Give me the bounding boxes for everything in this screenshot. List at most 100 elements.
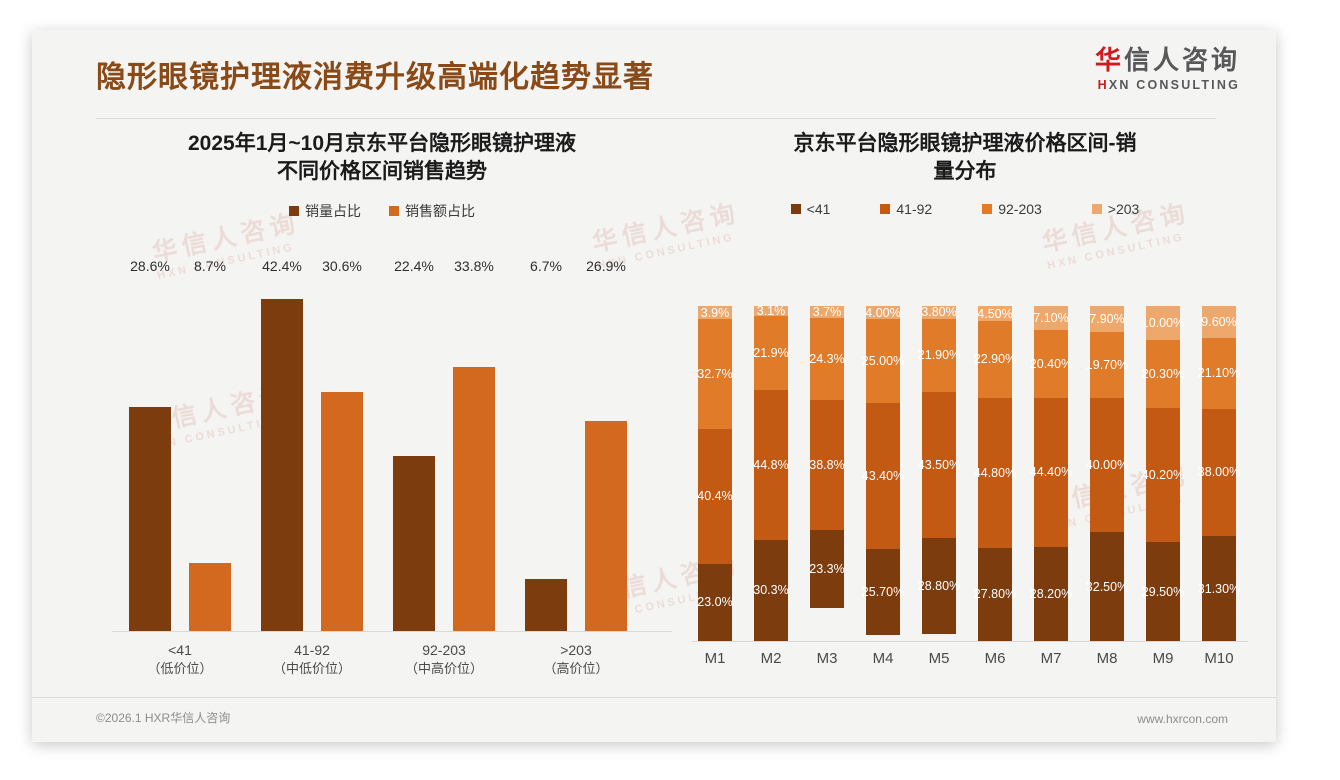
bar[interactable]: 8.7% xyxy=(189,258,231,631)
legend-swatch-icon xyxy=(289,205,299,216)
chart-title-right: 京东平台隐形眼镜护理液价格区间-销 量分布 xyxy=(680,130,1250,187)
stacked-segment[interactable]: 25.00% xyxy=(862,319,904,404)
logo-chinese: 华信人咨询 xyxy=(1095,46,1240,75)
stacked-bar: 9.60% 21.10% 38.00% 31.30% M10 xyxy=(1198,306,1240,667)
bar[interactable]: 42.4% xyxy=(261,258,303,631)
segment-value-label: 40.00% xyxy=(1085,458,1129,473)
segment-value-label: 29.50% xyxy=(1141,584,1185,599)
chart-title-left-line1: 2025年1月~10月京东平台隐形眼镜护理液 xyxy=(187,132,577,155)
x-axis-line xyxy=(692,641,1248,642)
stacked-segment[interactable]: 3.1% xyxy=(754,304,788,318)
stacked-segment[interactable]: 40.4% xyxy=(697,428,733,564)
x-tick-sub: （中高价位） xyxy=(404,661,483,677)
stacked-segment[interactable]: 44.40% xyxy=(1030,398,1072,547)
stacked-segment[interactable]: 25.70% xyxy=(862,548,904,635)
chart-title-right-line1: 京东平台隐形眼镜护理液价格区间-销 xyxy=(793,132,1137,155)
legend-item-band-92-203[interactable]: 92-203 xyxy=(982,201,1042,217)
bar[interactable]: 22.4% xyxy=(393,258,435,631)
x-axis-tick-label: M6 xyxy=(984,650,1006,667)
legend-item-band-lt41[interactable]: <41 xyxy=(790,201,830,217)
x-tick-sub: （中低价位） xyxy=(272,661,351,677)
stacked-segment[interactable]: 30.3% xyxy=(753,539,789,641)
legend-label: 销量占比 xyxy=(305,202,361,219)
stacked-segment[interactable]: 23.0% xyxy=(697,563,733,641)
bar[interactable]: 33.8% xyxy=(453,258,495,631)
segment-value-label: 4.00% xyxy=(865,305,901,320)
x-axis-tick-label: M7 xyxy=(1040,650,1062,667)
legend-item-sales-amount[interactable]: 销售额占比 xyxy=(389,201,475,221)
bar[interactable]: 30.6% xyxy=(321,258,363,631)
stacked-segment[interactable]: 31.30% xyxy=(1198,536,1240,641)
stacked-segment[interactable]: 21.10% xyxy=(1198,338,1240,409)
legend-label: 41-92 xyxy=(896,200,933,217)
legend-item-band-gt203[interactable]: >203 xyxy=(1091,201,1139,217)
bar[interactable]: 6.7% xyxy=(525,258,567,631)
stacked-segment[interactable]: 28.20% xyxy=(1030,546,1072,641)
stacked-segment[interactable]: 3.7% xyxy=(810,305,844,319)
bar[interactable]: 28.6% xyxy=(129,258,171,631)
stacked-segment[interactable]: 4.00% xyxy=(865,305,901,320)
grouped-bar-plot: 28.6% 8.7% <41 （低价位） 42.4% 30.6% 41-92 （中低价位） 22… xyxy=(102,258,672,680)
stacked-segment[interactable]: 22.90% xyxy=(974,321,1016,398)
footer-divider xyxy=(32,697,1276,698)
stacked-segment[interactable]: 29.50% xyxy=(1142,542,1184,641)
stacked-segment[interactable]: 3.9% xyxy=(698,305,732,320)
x-axis-tick-label: >203 （高价位） xyxy=(516,640,636,679)
legend-item-sales-volume[interactable]: 销量占比 xyxy=(289,201,361,221)
segment-value-label: 7.10% xyxy=(1033,310,1069,325)
stacked-segment[interactable]: 20.30% xyxy=(1142,339,1184,408)
stacked-segment[interactable]: 9.60% xyxy=(1201,306,1237,339)
stacked-segment[interactable]: 38.8% xyxy=(809,399,845,530)
stacked-segment[interactable]: 19.70% xyxy=(1086,332,1128,399)
segment-value-label: 23.3% xyxy=(809,561,845,576)
stacked-segment[interactable]: 43.50% xyxy=(918,392,960,538)
stacked-segment[interactable]: 40.20% xyxy=(1142,407,1184,543)
segment-value-label: 4.50% xyxy=(977,306,1013,321)
x-axis-tick-label: M9 xyxy=(1152,650,1174,667)
stacked-segment[interactable]: 23.3% xyxy=(809,529,845,608)
stacked-segment[interactable]: 21.90% xyxy=(918,318,960,393)
legend-swatch-icon xyxy=(982,203,993,214)
stacked-segment[interactable]: 28.80% xyxy=(918,537,960,635)
stacked-segment[interactable]: 20.40% xyxy=(1030,329,1072,399)
segment-value-label: 44.40% xyxy=(1029,465,1073,480)
chart-panel-grouped-bar: 2025年1月~10月京东平台隐形眼镜护理液 不同价格区间销售趋势 销量占比 销… xyxy=(92,130,672,710)
legend-right: <41 41-92 92-203 >203 xyxy=(680,201,1250,217)
bar-value-label: 22.4% xyxy=(394,258,434,274)
stacked-segment[interactable]: 10.00% xyxy=(1142,306,1184,340)
segment-value-label: 7.90% xyxy=(1089,312,1125,327)
stacked-segment[interactable]: 7.10% xyxy=(1033,306,1069,330)
x-tick-sub: （高价位） xyxy=(543,661,609,677)
bar-value-label: 30.6% xyxy=(322,258,362,274)
chart-title-right-line2: 量分布 xyxy=(933,160,997,184)
stacked-segment[interactable]: 44.8% xyxy=(753,389,789,540)
stacked-segment[interactable]: 24.3% xyxy=(809,318,845,400)
x-axis-tick-label: M4 xyxy=(872,650,894,667)
stacked-segment[interactable]: 4.50% xyxy=(977,306,1013,322)
bar-group: 6.7% 26.9% >203 （高价位） xyxy=(516,258,636,676)
x-axis-tick-label: M3 xyxy=(816,650,838,667)
stacked-bar: 3.80% 21.90% 43.50% 28.80% M5 xyxy=(918,305,960,667)
segment-value-label: 3.9% xyxy=(700,305,730,320)
segment-value-label: 23.0% xyxy=(697,595,733,610)
segment-value-label: 32.50% xyxy=(1085,579,1129,594)
stacked-segment[interactable]: 43.40% xyxy=(862,403,904,549)
bar[interactable]: 26.9% xyxy=(585,258,627,631)
legend-item-band-41-92[interactable]: 41-92 xyxy=(880,201,932,217)
stacked-segment[interactable]: 44.80% xyxy=(974,397,1016,548)
x-axis-tick-label: M5 xyxy=(928,650,950,667)
stacked-segment[interactable]: 7.90% xyxy=(1089,306,1125,333)
logo-english: HXN CONSULTING xyxy=(1095,78,1240,92)
stacked-segment[interactable]: 27.80% xyxy=(974,547,1016,641)
stacked-bar: 3.9% 32.7% 40.4% 23.0% M1 xyxy=(697,305,733,667)
stacked-segment[interactable]: 3.80% xyxy=(921,305,956,319)
segment-value-label: 32.7% xyxy=(697,366,733,381)
legend-swatch-icon xyxy=(790,203,801,214)
stacked-segment[interactable]: 21.9% xyxy=(753,316,789,390)
stacked-segment[interactable]: 38.00% xyxy=(1198,408,1240,537)
logo-en-accent: H xyxy=(1097,77,1109,92)
bar-wrapper: 30.6% xyxy=(321,258,363,631)
stacked-segment[interactable]: 32.50% xyxy=(1086,532,1128,641)
stacked-segment[interactable]: 40.00% xyxy=(1086,398,1128,533)
stacked-segment[interactable]: 32.7% xyxy=(697,319,733,429)
